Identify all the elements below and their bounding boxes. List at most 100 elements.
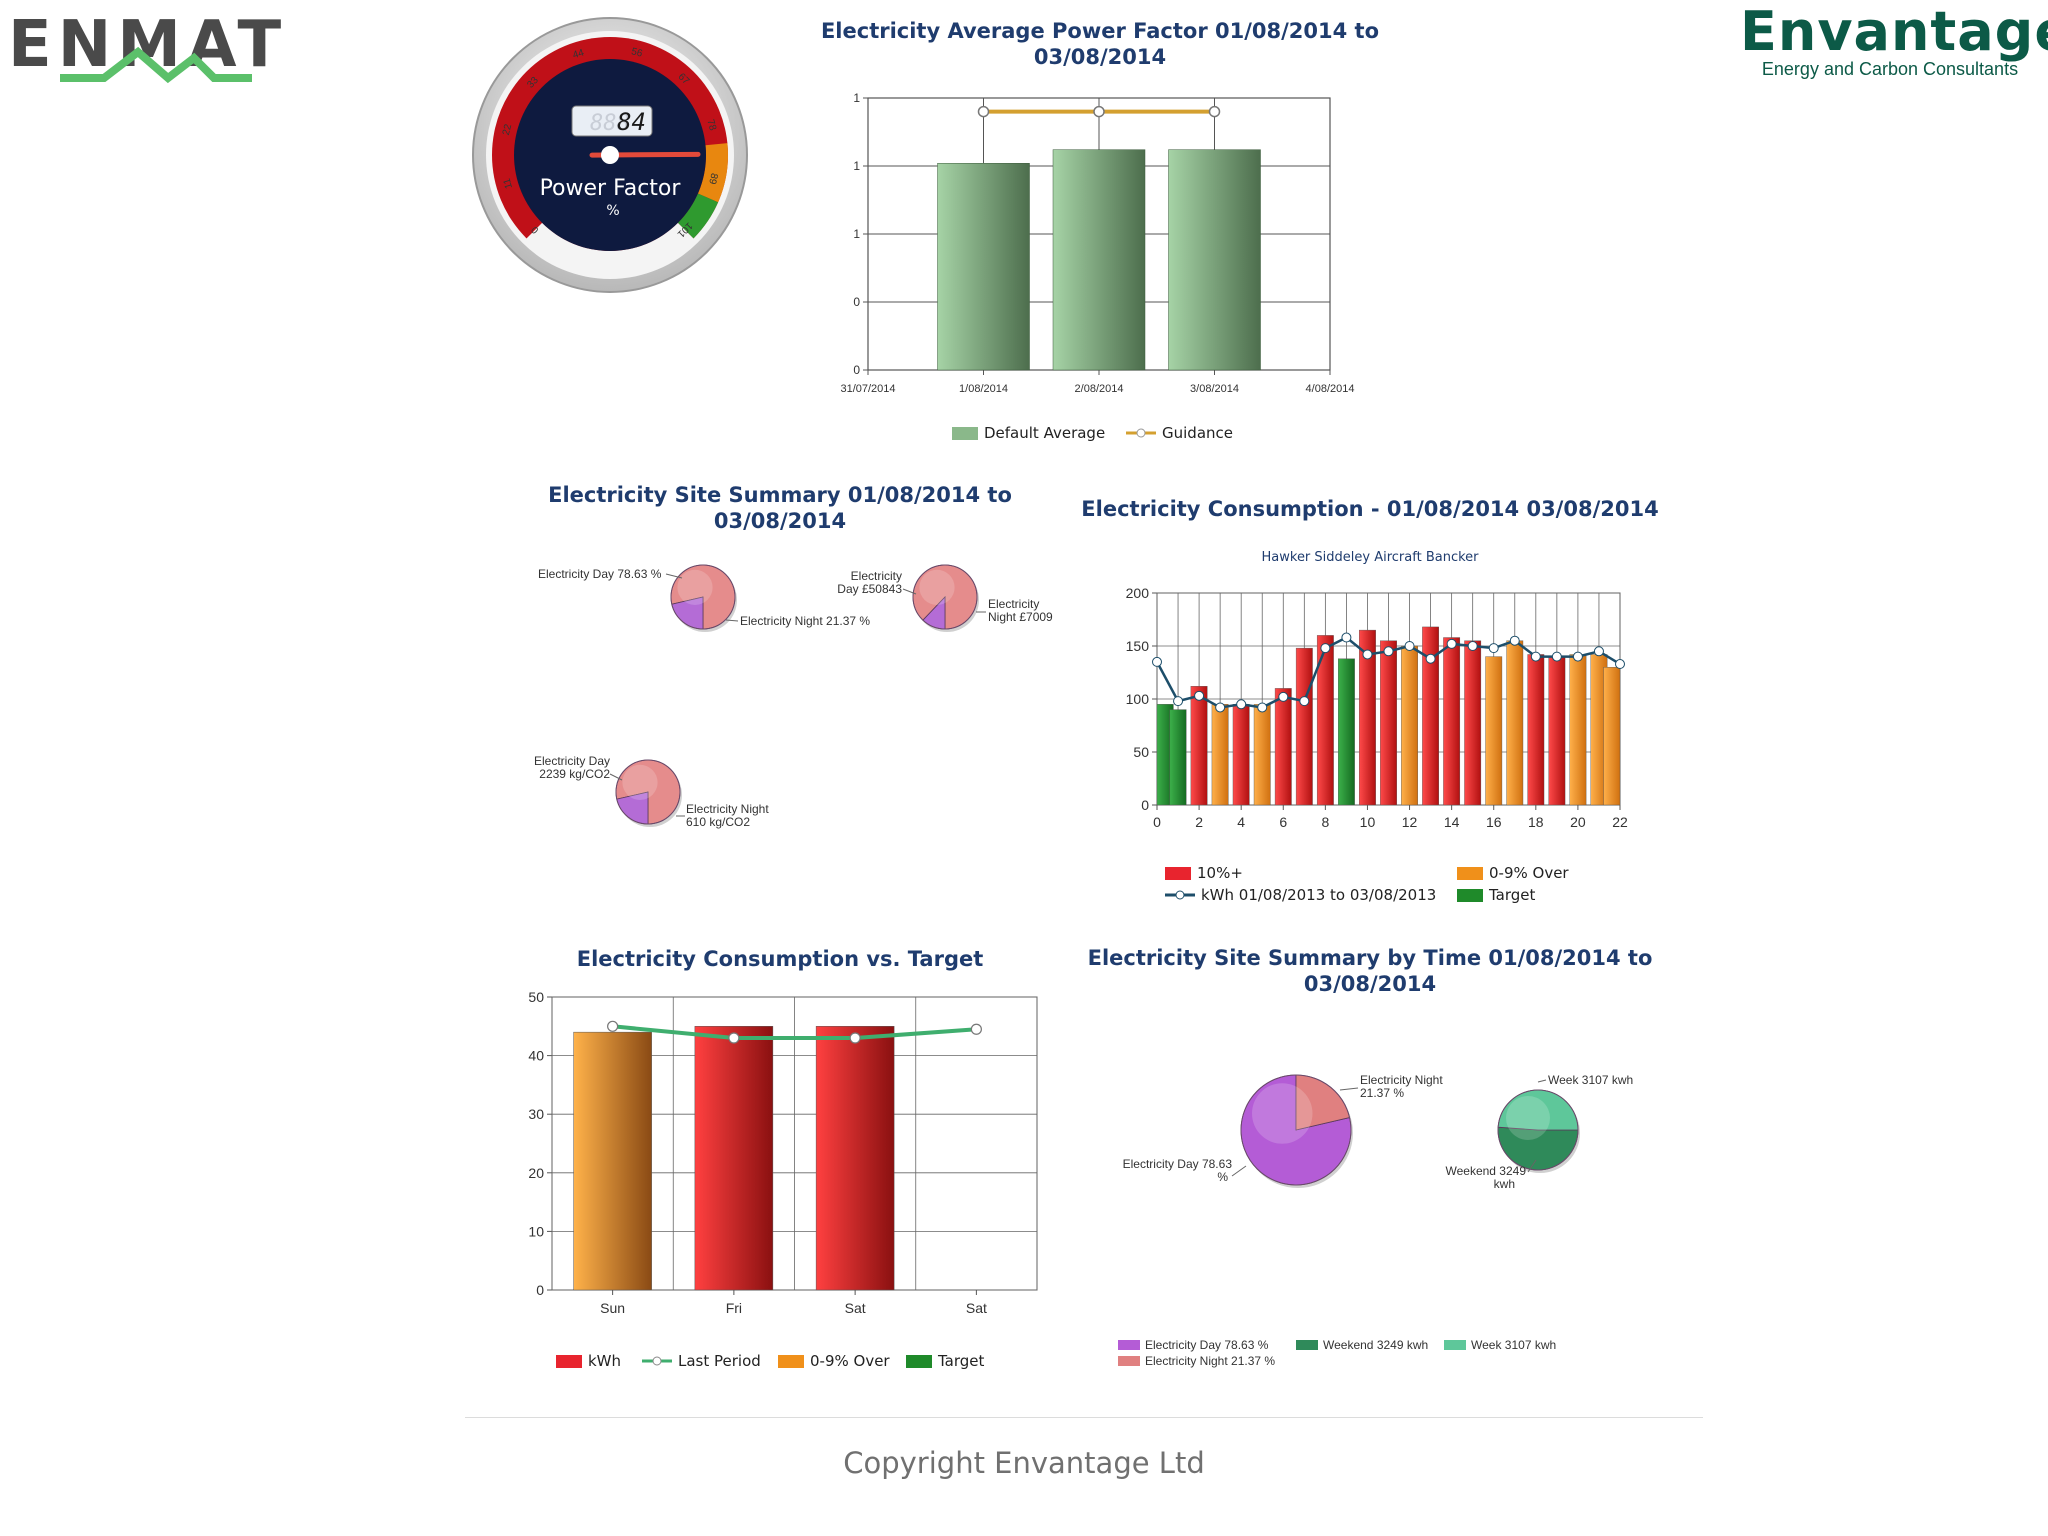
legend-swatch-green (952, 426, 978, 440)
cons-bar (1485, 656, 1503, 806)
pf-bar (937, 163, 1030, 371)
legend-target: Target (906, 1352, 984, 1370)
bt-pie2-label-weekend2: kwh (1494, 1177, 1515, 1191)
vt-last-period-point (970, 1023, 982, 1035)
legend-label-last-period: Last Period (678, 1352, 761, 1370)
legend-week: Week 3107 kwh (1444, 1338, 1556, 1352)
legend-label-week: Week 3107 kwh (1471, 1338, 1557, 1352)
gauge-scale-label: 78 (704, 118, 718, 132)
legend-swatch-dark-green (1296, 1340, 1318, 1350)
vt-xtick-label: Sun (600, 1300, 625, 1316)
gauge-scale-label: 56 (630, 46, 644, 60)
pie1-leader-day (665, 573, 683, 579)
cons-xtick-label: 12 (1402, 814, 1418, 830)
legend-swatch-light-green (1444, 1340, 1466, 1350)
power-factor-title-line2: 03/08/2014 (1033, 45, 1167, 69)
cons-bar (1569, 654, 1587, 806)
pf-ytick-label: 0 (853, 295, 860, 309)
legend-label-weekend: Weekend 3249 kwh (1323, 1338, 1429, 1352)
cons-last-year-point (1615, 659, 1625, 670)
pie2-label-night2: Night £7009 (988, 610, 1053, 624)
legend-label-last-year: kWh 01/08/2013 to 03/08/2013 (1201, 886, 1437, 904)
gauge-green-band (677, 193, 719, 239)
legend-default-average: Default Average (952, 424, 1105, 442)
pie2-leader-day (902, 588, 917, 595)
vt-last-period-point (607, 1020, 619, 1032)
cons-ytick-label: 200 (1126, 585, 1150, 601)
cons-bar (1253, 704, 1271, 806)
pf-xtick-label: 3/08/2014 (1190, 383, 1239, 395)
legend-label-target: Target (1489, 886, 1536, 904)
enmat-logo-wave (60, 46, 252, 84)
legend-night: Electricity Night 21.37 % (1118, 1354, 1275, 1368)
cons-bar (1232, 704, 1250, 806)
gauge-scale-label: 22 (501, 123, 514, 137)
pf-guidance-point (977, 105, 990, 118)
cons-bar (1443, 637, 1461, 806)
consumption-legend: 10%+ 0-9% Over kWh 01/08/2013 to 03/08/2… (1165, 864, 1685, 910)
legend-weekend: Weekend 3249 kwh (1296, 1338, 1428, 1352)
vt-ytick-label: 40 (528, 1048, 544, 1064)
cons-bar (1190, 686, 1208, 806)
cons-last-year-point (1341, 632, 1352, 643)
cons-bar (1464, 640, 1482, 806)
cons-ytick-label: 100 (1126, 691, 1150, 707)
pie2-label-day2: Day £50843 (837, 582, 902, 596)
legend-swatch-red (556, 1354, 582, 1368)
gauge-unit: % (606, 203, 619, 219)
cons-last-year-point (1278, 691, 1289, 702)
site-summary-title-line1: Electricity Site Summary 01/08/2014 to (548, 483, 1012, 507)
bt-pie1-label-night1: Electricity Night (1360, 1073, 1443, 1087)
gauge-scale-label: 44 (572, 47, 586, 61)
cons-bar (1527, 654, 1545, 806)
cons-xtick-label: 10 (1360, 814, 1376, 830)
cons-bar (1316, 635, 1334, 806)
enmat-logo-graphic: ENMAT (8, 8, 281, 84)
site-summary-title: Electricity Site Summary 01/08/2014 to 0… (480, 482, 1080, 534)
pf-ytick-label: 1 (853, 159, 860, 173)
pf-bar (1052, 149, 1146, 371)
vs-target-chart-title: Electricity Consumption vs. Target (480, 946, 1080, 972)
bt-pie2-outline (1497, 1089, 1579, 1171)
cons-bar (1380, 640, 1397, 806)
legend-day: Electricity Day 78.63 % (1118, 1338, 1268, 1352)
cons-bar (1295, 647, 1313, 806)
legend-label-kwh: kWh (588, 1352, 622, 1370)
pie1-label-day: Electricity Day 78.63 % (538, 567, 662, 581)
consumption-chart-subtitle: Hawker Siddeley Aircraft Bancker (1261, 550, 1479, 565)
legend-last-year-line: kWh 01/08/2013 to 03/08/2013 (1165, 886, 1436, 904)
cons-last-year-point (1572, 651, 1583, 662)
legend-label-target: Target (938, 1352, 985, 1370)
pf-ytick-label: 0 (853, 363, 860, 377)
pf-ytick-label: 1 (853, 91, 860, 105)
pf-bar (1168, 149, 1261, 371)
legend-guidance: Guidance (1126, 424, 1233, 442)
bt-pie1-shine (1252, 1083, 1313, 1144)
legend-label-day: Electricity Day 78.63 % (1145, 1338, 1269, 1352)
pie1-label-night: Electricity Night 21.37 % (740, 614, 870, 628)
bt-pie1-label-day1: Electricity Day 78.63 (1123, 1157, 1233, 1171)
pie2-label-day1: Electricity (851, 569, 902, 583)
vt-last-period-point (728, 1032, 740, 1044)
gauge-scale-label: 11 (502, 176, 516, 189)
cons-last-year-point (1194, 690, 1205, 701)
bt-pie2-shine (1506, 1096, 1550, 1140)
consumption-chart: 0 50 100 150 200 0 2 4 6 8 10 12 14 16 18 20 22 (1126, 585, 1628, 830)
pie1-leader-night (725, 619, 739, 622)
cons-ytick-label: 50 (1133, 744, 1149, 760)
brand-title: Envantage (1740, 0, 2048, 63)
cons-last-year-point (1488, 643, 1499, 654)
vt-ytick-label: 50 (528, 989, 544, 1005)
pf-xtick-label: 31/07/2014 (840, 383, 895, 395)
by-time-pie-day-night (1240, 1074, 1353, 1188)
cons-last-year-point (1173, 696, 1184, 707)
legend-label-guidance: Guidance (1162, 424, 1233, 442)
legend-last-period: Last Period (642, 1352, 761, 1370)
by-time-title-line1: Electricity Site Summary by Time 01/08/2… (1087, 946, 1653, 970)
vs-target-chart: 0 10 20 30 40 50 Sun Fri Sat Sat (528, 989, 1038, 1316)
legend-swatch-orange (778, 1354, 804, 1368)
cons-last-year-point (1299, 696, 1310, 707)
cons-xtick-label: 20 (1570, 814, 1586, 830)
cons-last-year-point (1530, 651, 1541, 662)
gauge-hub (601, 146, 619, 164)
